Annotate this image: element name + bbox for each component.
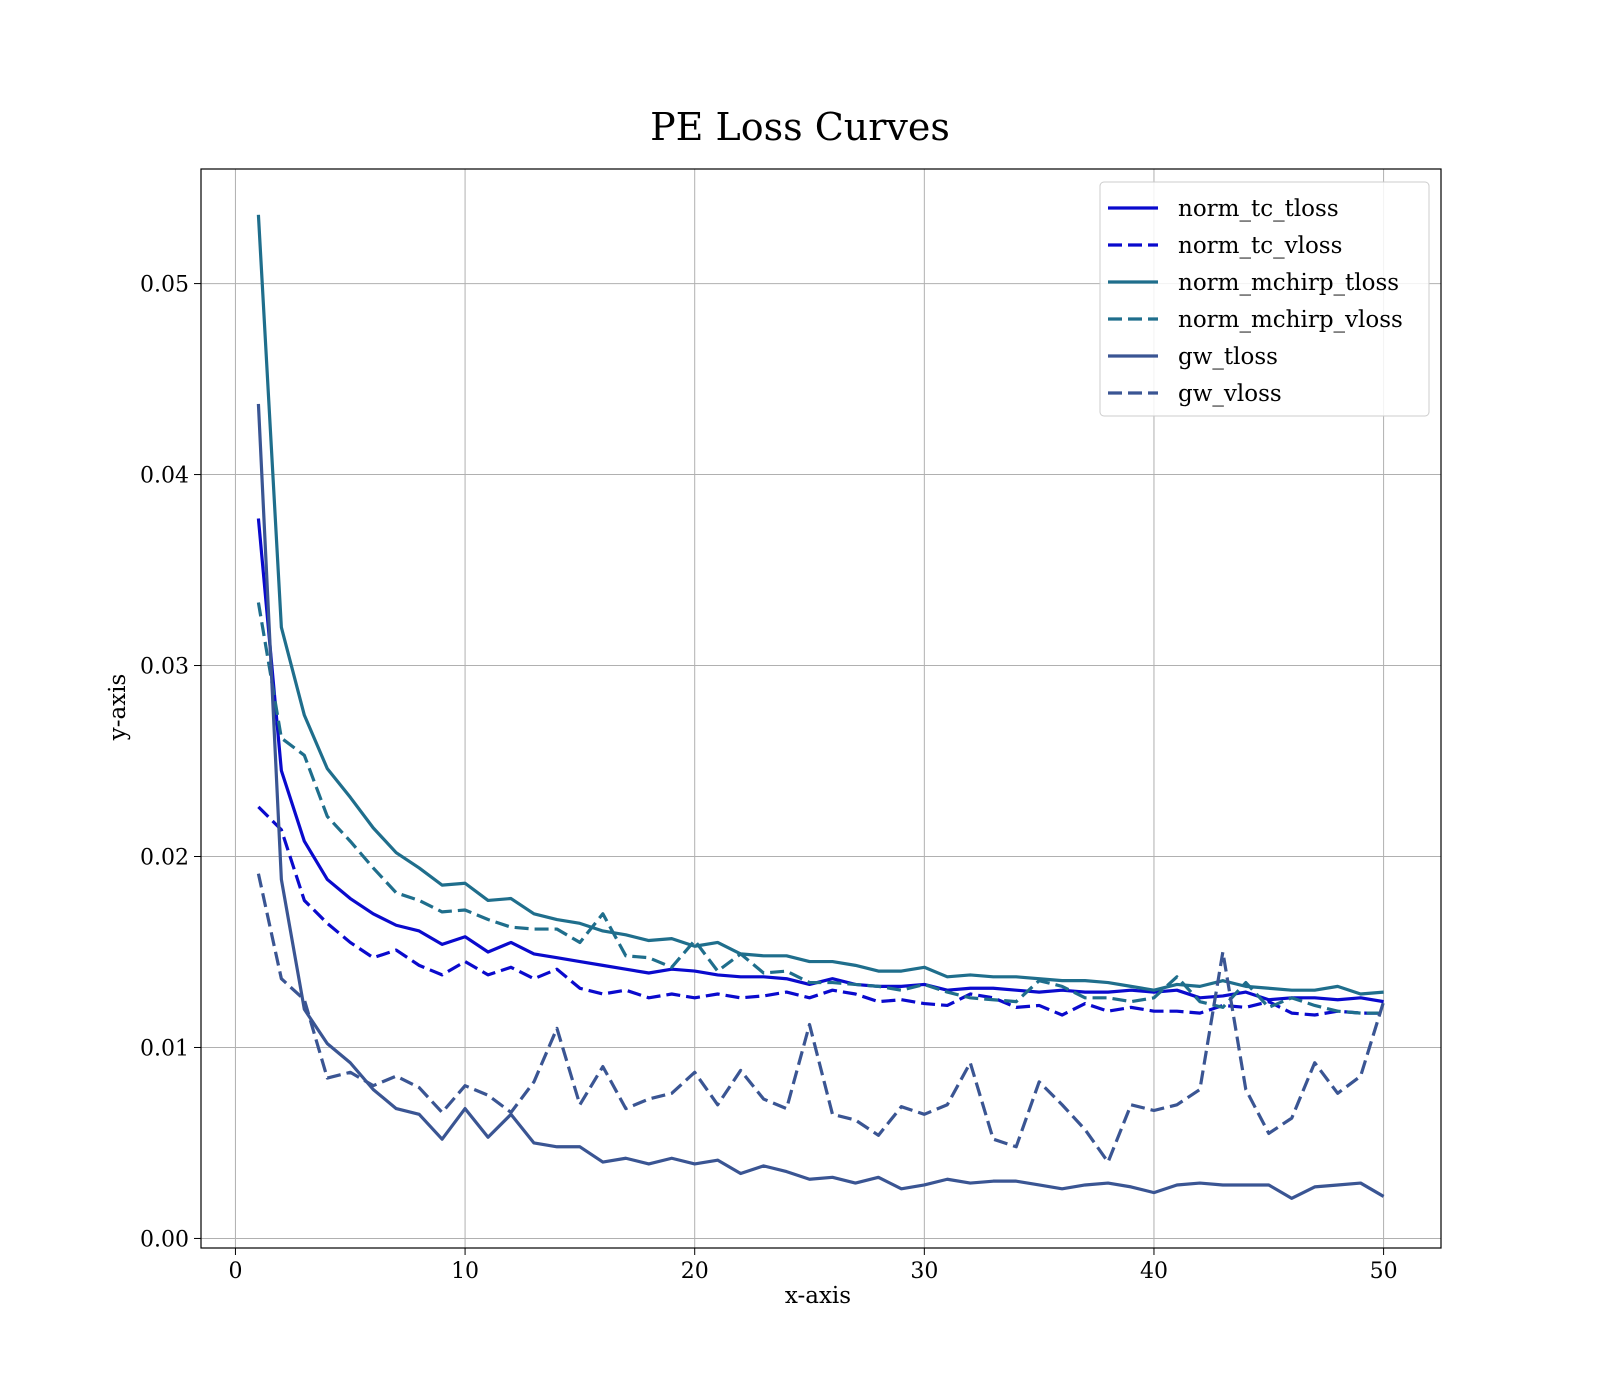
series-line-norm_tc_vloss (257, 805, 1384, 1017)
y-tick-label: 0.04 (140, 464, 189, 489)
legend-label: gw_tloss (1178, 344, 1278, 370)
series-line-norm_mchirp_tloss (256, 214, 1384, 996)
plot-area (256, 214, 1386, 1200)
legend-label: norm_tc_tloss (1178, 196, 1339, 222)
y-tick-label: 0.01 (140, 1036, 189, 1061)
x-tick-label: 10 (451, 1259, 479, 1284)
y-tick-label: 0.00 (140, 1227, 189, 1252)
x-axis-label: x-axis (785, 1283, 851, 1309)
x-tick-label: 20 (681, 1259, 709, 1284)
y-tick-label: 0.03 (140, 655, 189, 680)
series-line-gw_vloss (256, 873, 1386, 1164)
legend-label: norm_mchirp_vloss (1178, 307, 1403, 333)
x-axis: 0 10 20 30 40 50 (228, 1248, 1398, 1284)
grid (201, 169, 1441, 1248)
legend: norm_tc_tloss norm_tc_vloss norm_mchirp_tl… (1099, 181, 1430, 417)
x-tick-label: 0 (228, 1259, 242, 1284)
legend-label: gw_vloss (1178, 381, 1282, 407)
x-tick-label: 30 (910, 1259, 938, 1284)
y-tick-label: 0.05 (140, 273, 189, 298)
chart-title: PE Loss Curves (650, 105, 950, 149)
legend-label: norm_tc_vloss (1178, 233, 1342, 259)
legend-label: norm_mchirp_tloss (1178, 270, 1399, 296)
plot-frame (200, 168, 1442, 1249)
legend-box (1099, 181, 1430, 417)
y-axis: 0.00 0.01 0.02 0.03 0.04 0.05 (140, 273, 201, 1252)
y-tick-label: 0.02 (140, 846, 189, 871)
x-tick-label: 40 (1140, 1259, 1168, 1284)
x-tick-label: 50 (1370, 1259, 1398, 1284)
series-line-gw_tloss (256, 403, 1385, 1200)
series-line-norm_mchirp_vloss (256, 602, 1384, 1015)
y-axis-label: y-axis (105, 674, 131, 742)
